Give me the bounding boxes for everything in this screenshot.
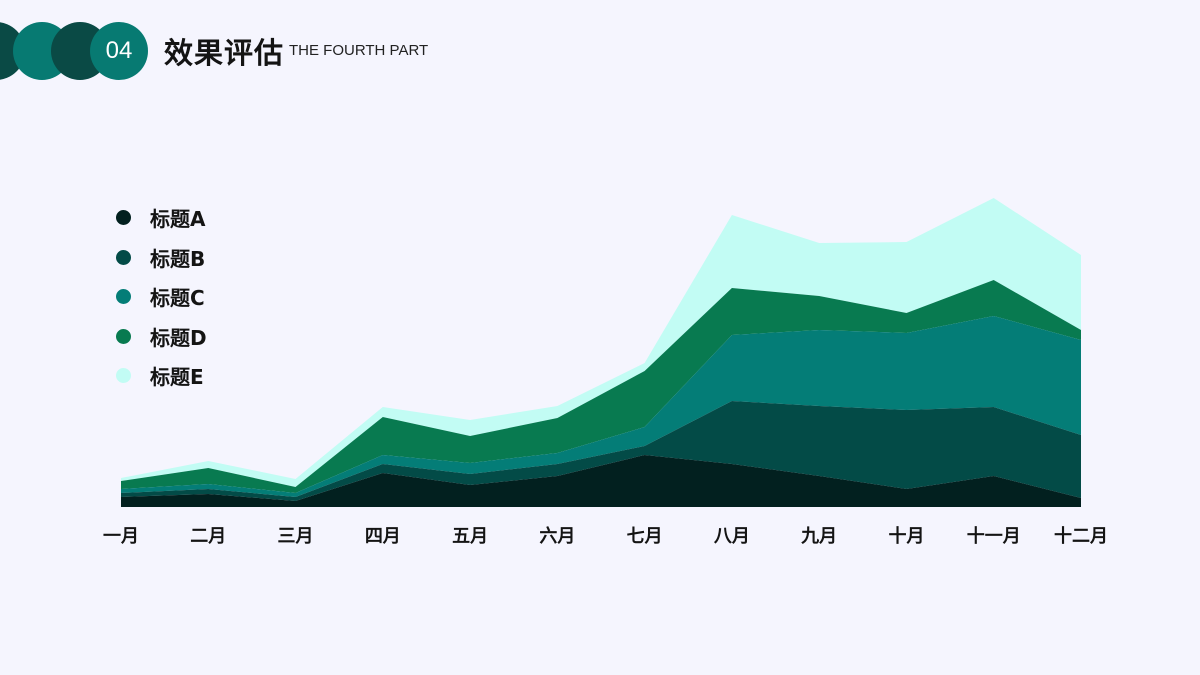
legend-item-a: 标题A	[116, 198, 207, 238]
area-series-c	[121, 316, 1081, 497]
legend-label-e: 标题E	[150, 365, 204, 390]
x-tick-label: 十月	[888, 525, 924, 547]
area-series-e	[121, 198, 1081, 487]
legend-label-a: 标题A	[150, 207, 206, 232]
page-subtitle: THE FOURTH PART	[289, 42, 429, 59]
legend-item-d: 标题D	[116, 317, 207, 357]
legend-dot-b	[116, 249, 131, 265]
legend-label-b: 标题B	[150, 246, 206, 271]
legend-item-e: 标题E	[116, 356, 207, 396]
header-decor	[0, 22, 148, 80]
area-series-b	[121, 401, 1081, 501]
legend-dot-e	[116, 368, 131, 384]
x-tick-label: 七月	[627, 526, 663, 547]
x-tick-label: 三月	[278, 526, 314, 547]
decor-circle-4	[90, 22, 148, 80]
x-tick-label: 六月	[539, 525, 575, 547]
x-tick-label: 十二月	[1054, 525, 1108, 547]
x-tick-label: 二月	[190, 526, 226, 547]
legend-label-c: 标题C	[150, 286, 205, 311]
x-tick-label: 八月	[714, 526, 750, 547]
legend-dot-c	[116, 289, 131, 305]
legend-label-d: 标题D	[150, 325, 207, 350]
area-series-a	[121, 455, 1081, 507]
legend-dot-d	[116, 328, 131, 344]
x-tick-label: 十一月	[967, 525, 1021, 547]
x-tick-label: 一月	[103, 526, 139, 547]
x-tick-label: 九月	[800, 526, 837, 547]
legend-dot-a	[116, 210, 131, 226]
legend-item-c: 标题C	[116, 277, 207, 317]
chart-legend: 标题A 标题B 标题C 标题D 标题E	[116, 198, 207, 396]
page-title: 效果评估	[164, 36, 285, 70]
x-tick-label: 四月	[365, 526, 401, 547]
legend-item-b: 标题B	[116, 238, 207, 278]
section-number: 04	[105, 37, 133, 64]
x-tick-label: 五月	[452, 526, 488, 547]
area-series-d	[121, 280, 1081, 493]
